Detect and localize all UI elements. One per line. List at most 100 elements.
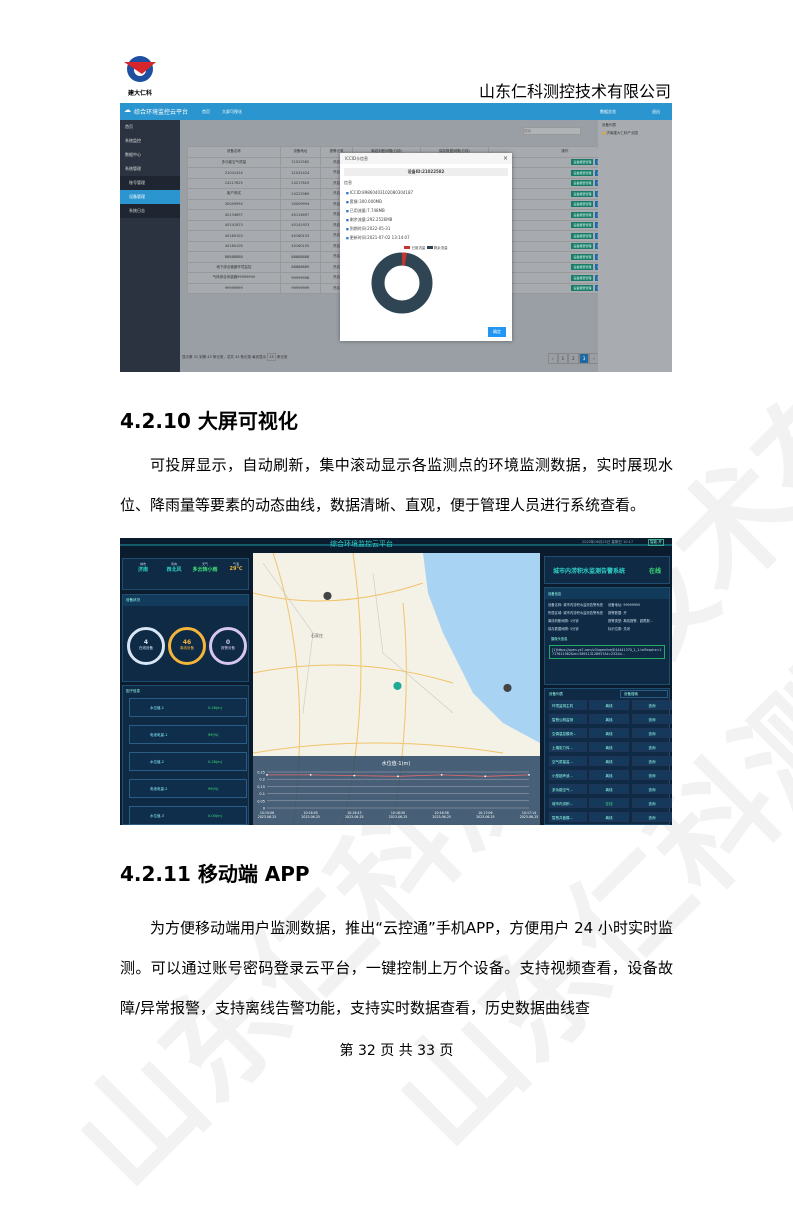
query-button[interactable]: 查询 <box>632 700 672 710</box>
weather-panel: 城市 济南 风向 西北风 天气 多云转小雨 气温 29℃ <box>122 558 249 590</box>
x-tick-label: 10:16:50 <box>391 811 405 815</box>
weather-label: 风向 <box>170 562 177 566</box>
page-button[interactable]: ‹ <box>548 353 558 364</box>
sensor-card[interactable]: 水位值-3 0.00(m) <box>129 806 247 825</box>
sensor-card[interactable]: 水位值-2 0.26(m) <box>129 752 247 771</box>
map-pin-icon[interactable]: ⬤ <box>323 591 332 600</box>
map-pin-icon[interactable]: ⬤ <box>393 681 402 690</box>
row-action-button[interactable]: 设备报警管理 <box>571 264 594 271</box>
chart-title: 水位值-1(m) <box>382 760 411 767</box>
search-input[interactable] <box>523 127 581 135</box>
x-tick-label: 10:17:14 <box>522 811 536 815</box>
row-action-button[interactable]: 设备报警管理 <box>571 201 594 208</box>
column-header[interactable]: 设备地址 <box>279 146 321 158</box>
query-button[interactable]: 查询 <box>632 728 672 738</box>
sensor-name: 水位值-3 <box>150 814 164 818</box>
pagination: ‹ 1 2 3 › <box>548 353 599 364</box>
query-button[interactable]: 查询 <box>632 784 672 794</box>
tree-item[interactable]: ■ 济南建大仁科产业园 <box>602 130 668 138</box>
device-list-row[interactable]: 智慧公厕监测 离线 查询 <box>549 714 672 725</box>
nav-overview[interactable]: 数据总览 <box>600 109 616 114</box>
query-button[interactable]: 查询 <box>632 742 672 752</box>
device-list-row[interactable]: 环境监测主机 离线 查询 <box>549 700 672 711</box>
row-action-button[interactable]: 设备报警管理 <box>571 232 594 239</box>
query-button[interactable]: 查询 <box>632 770 672 780</box>
info-heading: 信息 <box>344 180 352 185</box>
page-button[interactable]: 3 <box>578 353 590 364</box>
x-tick-label: 2023-06-25 <box>476 815 495 819</box>
sidebar-item-monitor[interactable]: 系统监控 <box>125 138 141 143</box>
device-list-row[interactable]: 城市内涝积... 在线 查询 <box>549 798 672 809</box>
sensor-card[interactable]: 水位值-1 0.26(m) <box>129 698 247 717</box>
sidebar-item-devices[interactable]: 设备管理 <box>120 190 180 204</box>
weather-item: 气温 29℃ <box>222 562 250 572</box>
query-button[interactable]: 查询 <box>632 798 672 808</box>
sensor-card[interactable]: 电池电量-1 99(%) <box>129 725 247 744</box>
row-action-button[interactable]: 设备报警管理 <box>571 169 594 176</box>
row-action-button[interactable]: 设备报警管理 <box>571 180 594 187</box>
page-size-select[interactable]: 15 <box>267 353 276 361</box>
device-name: 空调温控模块... <box>549 728 587 738</box>
x-tick-label: 2023-06-25 <box>301 815 320 819</box>
row-action-button[interactable]: 设备报警管理 <box>571 190 594 197</box>
confirm-button[interactable]: 确定 <box>488 327 506 337</box>
device-list-row[interactable]: 多功能空气... 离线 查询 <box>549 784 672 795</box>
sidebar-item-data[interactable]: 数据中心 <box>125 152 141 157</box>
weather-value: 济南 <box>137 567 148 573</box>
row-action-button[interactable]: 设备报警管理 <box>571 274 594 281</box>
query-button[interactable]: 查询 <box>632 756 672 766</box>
data-point <box>440 773 443 776</box>
table-cell: 88888888 <box>279 251 321 263</box>
sidebar-item-system[interactable]: 系统管理 <box>125 166 141 171</box>
data-point <box>528 773 530 776</box>
query-button[interactable]: 查询 <box>632 714 672 724</box>
query-button[interactable]: 查询 <box>632 812 672 822</box>
device-list-row[interactable]: 空气质量监... 离线 查询 <box>549 756 672 767</box>
sidebar-item-home[interactable]: 首页 <box>125 124 133 129</box>
weather-value: 多云转小雨 <box>192 567 218 573</box>
row-action-button[interactable]: 设备报警管理 <box>571 253 594 260</box>
device-list-row[interactable]: 空调温控模块... 离线 查询 <box>549 728 672 739</box>
nav-home[interactable]: 首页 <box>202 109 210 114</box>
sensor-name: 水位值-1 <box>150 706 164 710</box>
device-name: 城市内涝积... <box>549 798 587 808</box>
row-action-button[interactable]: 设备报警管理 <box>571 211 594 218</box>
info-item: 到期时间:2022-05-31 <box>340 224 512 233</box>
mode-toggle[interactable]: 智能-开 <box>648 539 664 546</box>
column-header[interactable]: 报警记录 <box>319 146 354 158</box>
device-list-row[interactable]: 小型超声波... 离线 查询 <box>549 770 672 781</box>
sensor-card[interactable]: 电池电量-2 99(%) <box>129 779 247 798</box>
row-action-button[interactable]: 设备报警管理 <box>571 159 594 166</box>
video-url[interactable]: [1]https://open.ys7.com/v3/openlive/E444… <box>549 645 665 659</box>
sidebar-item-account[interactable]: 账号管理 <box>120 176 180 190</box>
device-list-row[interactable]: 土壤张力传... 离线 查询 <box>549 742 672 753</box>
row-action-button[interactable]: 设备报警管理 <box>571 222 594 229</box>
device-status: 离线 <box>589 714 629 724</box>
page-button[interactable]: 1 <box>557 353 569 364</box>
table-cell: 99999999 <box>187 282 281 294</box>
device-info-field: 离线判断间隔: 1分钟 <box>548 619 579 623</box>
info-item: 已用流量:7.748MB <box>340 206 512 215</box>
table-cell: 客户测试 <box>187 188 281 200</box>
logout-link[interactable]: 退出 <box>652 109 660 114</box>
sensor-panel: 因子信息 水位值-1 0.26(m) 电池电量-1 99(%) 水位值-2 0.26(m)… <box>122 685 249 825</box>
map-pin-icon[interactable]: ⬤ <box>503 683 512 692</box>
sidebar-item-log[interactable]: 系统日志 <box>120 204 180 218</box>
device-status: 离线 <box>589 770 629 780</box>
close-icon[interactable]: × <box>502 155 508 162</box>
device-list-row[interactable]: 智慧井盖模... 离线 查询 <box>549 812 672 823</box>
column-header[interactable]: 设备名称 <box>187 146 281 158</box>
row-action-button[interactable]: 设备报警管理 <box>571 243 594 250</box>
page-button[interactable]: 2 <box>568 353 579 364</box>
table-cell: 40160105 <box>279 240 321 252</box>
platform-screenshot: ☁ 综合环境监控云平台 首页 大屏可视化 数据总览 退出 首页 系统监控 数据中… <box>120 103 672 372</box>
map[interactable]: ⬤ ⬤ ⬤ 石家庄 水位值-1(m) 0 0.05 0.1 0.15 0.2 0.25 10:… <box>253 553 540 825</box>
nav-bigscreen[interactable]: 大屏可视化 <box>222 109 242 114</box>
device-search-input[interactable]: 设备搜索 <box>620 690 668 698</box>
section-heading: 4.2.11 移动端 APP <box>120 862 310 886</box>
device-info-panel: 设备信息 设备名称: 城市内涝积水监测告警系统 设备地址: 99999995 所属区… <box>544 587 670 685</box>
tree-title: 设备列表 <box>602 123 616 127</box>
table-cell: 40160105 <box>187 240 281 252</box>
row-action-button[interactable]: 设备报警管理 <box>571 285 594 292</box>
page-footer: 第 32 页 共 33 页 <box>339 1043 454 1059</box>
